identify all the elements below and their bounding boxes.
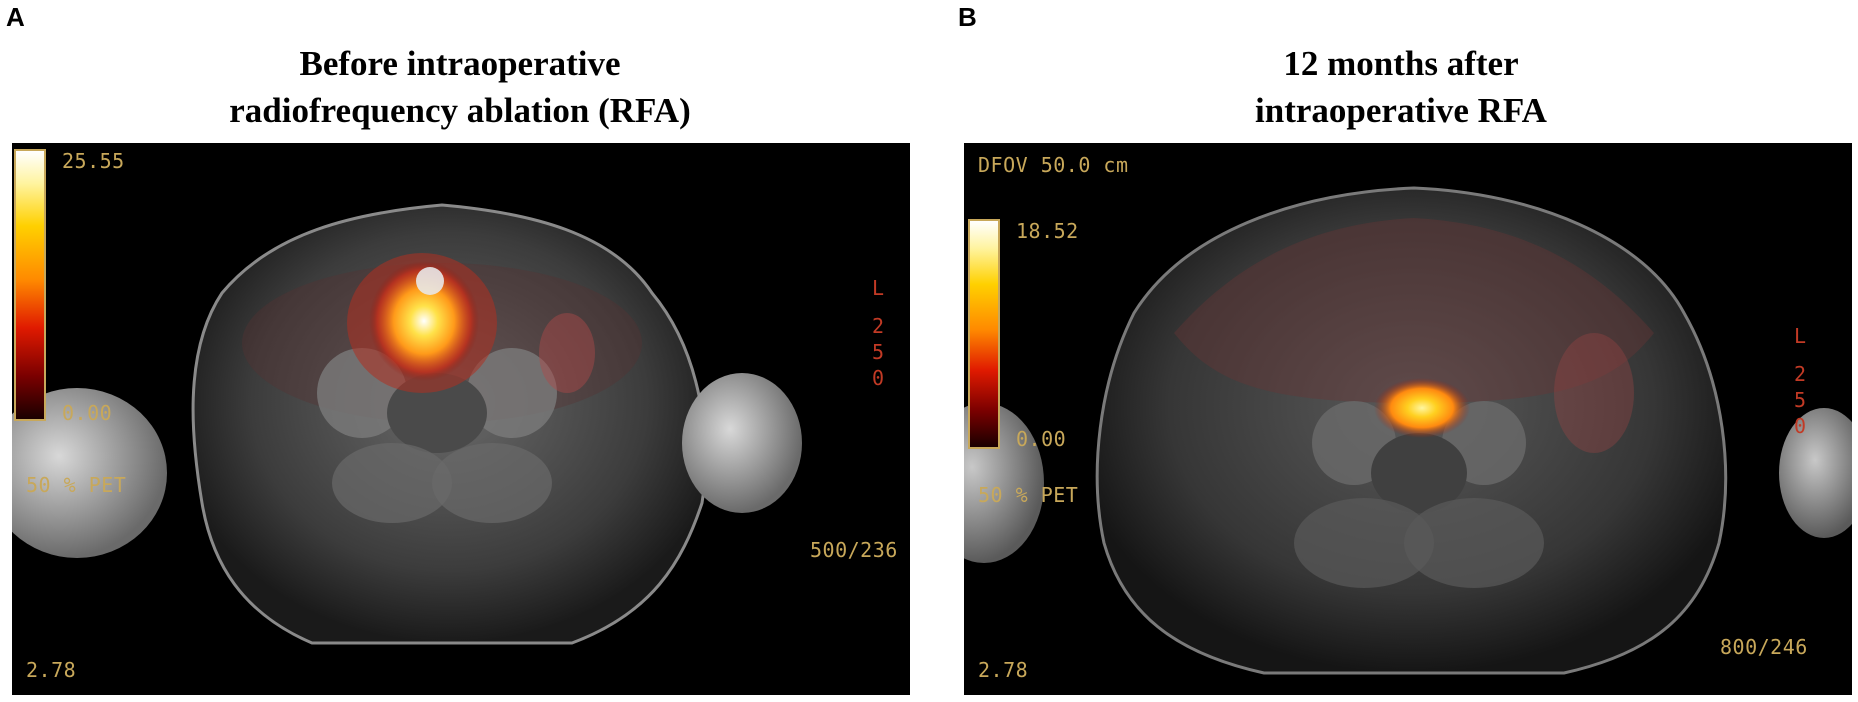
panel-b-title-line-1: 12 months after bbox=[1283, 44, 1519, 83]
panel-b-dfov: DFOV 50.0 cm bbox=[978, 153, 1129, 177]
panel-b-orientation-digit-3: 0 bbox=[1794, 414, 1807, 438]
panel-b-orientation-letter: L bbox=[1794, 324, 1807, 348]
panel-a-title-line-2: radiofrequency ablation (RFA) bbox=[229, 91, 691, 130]
panel-a-corner-value: 2.78 bbox=[26, 658, 77, 682]
panel-b-title-line-2: intraoperative RFA bbox=[1255, 91, 1547, 130]
panel-b-orientation-digit-2: 5 bbox=[1794, 388, 1807, 412]
panel-b-window-level: 800/246 bbox=[1720, 635, 1808, 659]
panel-b-colorbar bbox=[968, 219, 1000, 449]
panel-a-letter: A bbox=[6, 2, 25, 32]
panel-b-pet-mri-image: DFOV 50.0 cm 18.52 0.00 50 % PET 2.78 80… bbox=[964, 143, 1852, 695]
panel-b-fusion-label: 50 % PET bbox=[978, 483, 1079, 507]
panel-a-orientation-letter: L bbox=[872, 276, 885, 300]
panel-a-fusion-label: 50 % PET bbox=[26, 473, 127, 497]
panel-b-orientation-digit-1: 2 bbox=[1794, 362, 1807, 386]
panel-b-corner-value: 2.78 bbox=[978, 658, 1029, 682]
panel-b-orientation: L 2 5 0 bbox=[1794, 323, 1807, 439]
panel-a-orientation-digit-1: 2 bbox=[872, 314, 885, 338]
panel-b-scan-graphic bbox=[964, 186, 1852, 675]
panel-b-colorbar-max: 18.52 bbox=[1016, 219, 1079, 243]
panel-b-letter: B bbox=[958, 2, 977, 32]
panel-a-orientation-digit-2: 5 bbox=[872, 340, 885, 364]
panel-a-orientation-digit-3: 0 bbox=[872, 366, 885, 390]
panel-a-title-line-1: Before intraoperative bbox=[299, 44, 621, 83]
panel-a-window-level: 500/236 bbox=[810, 538, 898, 562]
panel-b-title: 12 months after intraoperative RFA bbox=[956, 40, 1846, 134]
panel-a-scan-graphic bbox=[12, 203, 802, 645]
panel-a-orientation: L 2 5 0 bbox=[872, 275, 885, 391]
panel-a-colorbar-max: 25.55 bbox=[62, 149, 125, 173]
panel-a-colorbar bbox=[14, 149, 46, 421]
panel-a-pet-mri-image: 25.55 0.00 50 % PET 2.78 500/236 L 2 5 0 bbox=[12, 143, 910, 695]
panel-b-colorbar-min: 0.00 bbox=[1016, 427, 1067, 451]
panel-a-title: Before intraoperative radiofrequency abl… bbox=[15, 40, 905, 134]
panel-a-colorbar-min: 0.00 bbox=[62, 401, 113, 425]
